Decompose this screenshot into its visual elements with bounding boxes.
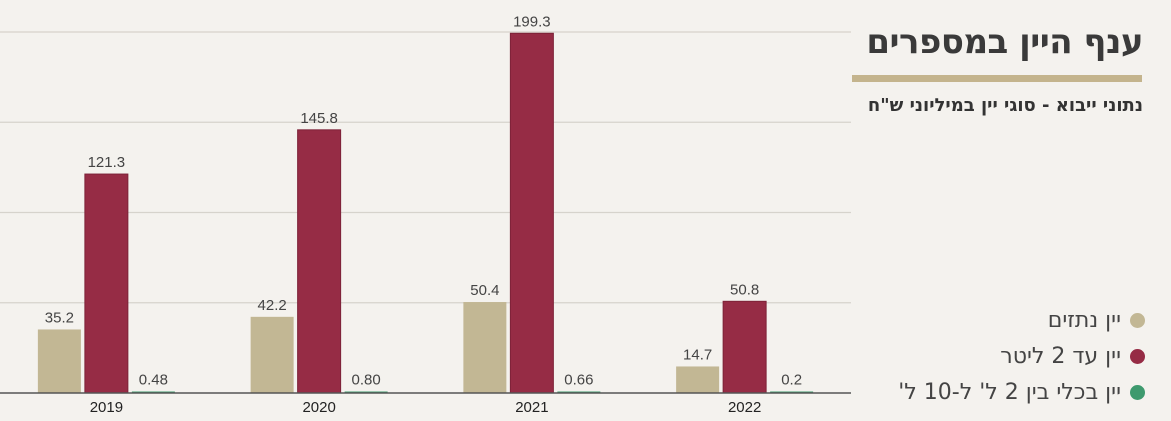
bar (250, 316, 294, 393)
bar-value-label: 0.48 (139, 372, 168, 389)
x-tick-label: 2021 (515, 399, 548, 416)
bar (676, 366, 720, 393)
x-tick-label: 2019 (90, 399, 123, 416)
x-tick-label: 2020 (302, 399, 335, 416)
bar (463, 302, 507, 393)
bar-value-label: 0.66 (564, 372, 593, 389)
legend-swatch-2-to-10l (1130, 384, 1145, 400)
bar-value-label: 14.7 (683, 346, 712, 363)
legend-swatch-sparkling (1130, 312, 1145, 328)
title-underline (852, 75, 1142, 82)
legend-label-up-to-2l: יין עד 2 ליטר (1000, 343, 1121, 369)
legend-label-sparkling: יין נתזים (1047, 307, 1121, 333)
bar-value-label: 50.8 (730, 281, 759, 298)
bar (509, 32, 554, 394)
bar-value-label: 0.80 (352, 372, 381, 389)
chart-title: ענף היין במספרים (866, 22, 1143, 62)
x-tick-label: 2022 (728, 399, 761, 416)
bar-value-label: 145.8 (300, 110, 338, 127)
legend-swatch-up-to-2l (1130, 348, 1145, 364)
legend-item-2-to-10l: יין בכלי בין 2 ל' ל-10 ל' (898, 374, 1145, 410)
bar-value-label: 42.2 (258, 297, 287, 314)
bar-value-label: 35.2 (45, 309, 74, 326)
chart-subtitle: נתוני ייבוא - סוגי יין במיליוני ש"ח (867, 95, 1143, 116)
bar (722, 300, 767, 394)
bar (84, 173, 129, 394)
bar-value-label: 199.3 (513, 13, 551, 30)
legend-item-up-to-2l: יין עד 2 ליטר (898, 338, 1145, 374)
bar (37, 329, 81, 393)
legend: יין נתזים יין עד 2 ליטר יין בכלי בין 2 ל… (898, 302, 1145, 410)
bar-value-label: 50.4 (470, 282, 499, 299)
bar (297, 129, 342, 394)
legend-item-sparkling: יין נתזים (898, 302, 1145, 338)
bar-value-label: 121.3 (88, 154, 126, 171)
bar-value-label: 0.2 (781, 372, 802, 389)
legend-label-2-to-10l: יין בכלי בין 2 ל' ל-10 ל' (898, 379, 1121, 405)
